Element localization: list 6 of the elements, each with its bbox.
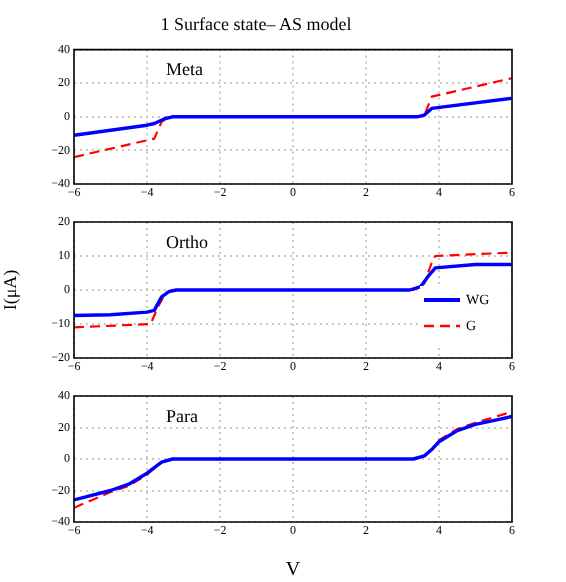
x-axis-title: V bbox=[285, 559, 302, 582]
annotation: Meta bbox=[165, 59, 203, 80]
y-axis-title: I(μA) bbox=[0, 269, 20, 311]
chart-title: 1 Surface state– AS model bbox=[160, 13, 353, 34]
annotation: Para bbox=[165, 405, 198, 426]
annotation: Ortho bbox=[165, 231, 209, 252]
